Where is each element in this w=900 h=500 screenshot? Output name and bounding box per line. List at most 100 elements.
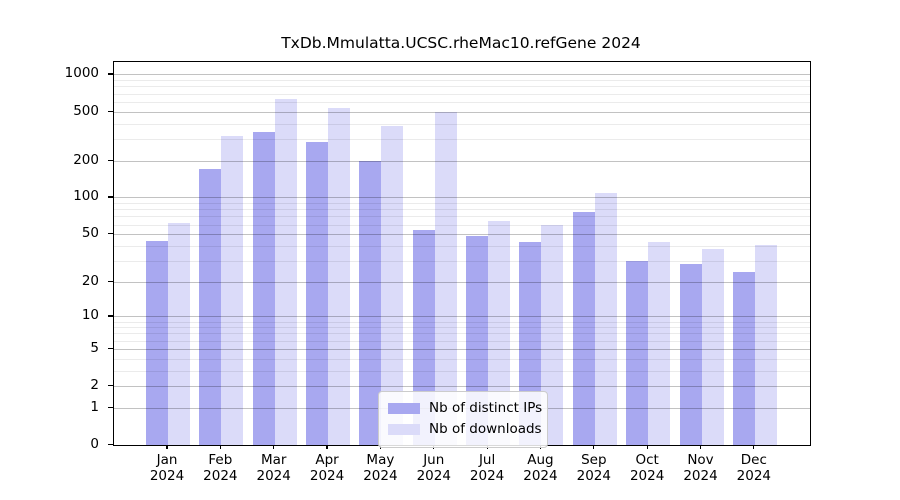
x-tick-mark-feb xyxy=(219,445,221,449)
bar-ips-mar xyxy=(252,132,275,445)
bar-ips-oct xyxy=(626,260,649,445)
x-tick-label-aug: Aug 2024 xyxy=(523,452,558,484)
gridline-500 xyxy=(114,111,810,113)
y-tick-mark xyxy=(108,73,113,75)
y-tick-mark xyxy=(108,347,113,350)
bar-ips-sep xyxy=(572,212,595,445)
gridline-40 xyxy=(114,245,810,247)
x-tick-label-apr: Apr 2024 xyxy=(309,452,345,484)
plot-area: Nb of distinct IPs Nb of downloads xyxy=(113,61,811,448)
x-tick-mark-mar xyxy=(273,445,275,449)
y-tick-label-50: 50 xyxy=(81,225,99,242)
bar-ips-feb xyxy=(199,169,222,445)
grid-layer xyxy=(114,62,810,445)
gridline-300 xyxy=(114,138,810,140)
y-tick-label-100: 100 xyxy=(73,188,99,205)
gridline-2 xyxy=(114,386,810,388)
gridline-4 xyxy=(114,358,810,360)
x-tick-mark-oct xyxy=(646,445,648,449)
y-tick-mark xyxy=(108,315,113,317)
bar-downloads-mar xyxy=(274,99,297,445)
gridline-400 xyxy=(114,123,810,125)
y-tick-label-200: 200 xyxy=(73,151,99,168)
y-tick-label-1000: 1000 xyxy=(64,65,99,82)
gridline-7 xyxy=(114,333,810,335)
gridline-9 xyxy=(114,321,810,323)
y-tick-mark xyxy=(108,280,113,282)
y-tick-mark xyxy=(108,444,113,446)
bar-downloads-aug xyxy=(541,224,564,445)
y-axis-tickmarks xyxy=(108,61,113,446)
gridline-70 xyxy=(114,216,810,218)
bar-downloads-jun xyxy=(434,112,457,445)
gridline-30 xyxy=(114,260,810,262)
legend: Nb of distinct IPs Nb of downloads xyxy=(378,391,548,448)
x-axis: Jan 2024 Feb 2024 Mar 2024 Apr 2024 May 2024… xyxy=(113,445,809,495)
y-tick-mark xyxy=(108,406,113,408)
y-tick-label-2: 2 xyxy=(90,377,99,394)
gridline-100 xyxy=(114,197,810,199)
gridline-700 xyxy=(114,93,810,95)
gridline-8 xyxy=(114,327,810,329)
x-tick-label-jan: Jan 2024 xyxy=(149,452,185,484)
bar-ips-nov xyxy=(679,264,702,445)
y-tick-label-20: 20 xyxy=(81,272,99,289)
x-tick-label-may: May 2024 xyxy=(363,452,398,484)
gridline-3 xyxy=(114,370,810,372)
bar-downloads-jul xyxy=(488,221,511,445)
bar-ips-jan xyxy=(146,240,168,445)
bar-downloads-sep xyxy=(594,193,617,445)
x-tick-label-jun: Jun 2024 xyxy=(416,452,451,484)
y-tick-label-1: 1 xyxy=(90,398,99,415)
legend-item-distinct-ips: Nb of distinct IPs xyxy=(388,398,542,419)
chart-title: TxDb.Mmulatta.UCSC.rheMac10.refGene 2024 xyxy=(281,34,641,52)
bar-downloads-feb xyxy=(221,136,244,445)
gridline-10 xyxy=(114,316,810,318)
x-tick-label-dec: Dec 2024 xyxy=(736,452,772,484)
x-tick-mark-dec xyxy=(753,445,755,449)
legend-item-downloads: Nb of downloads xyxy=(388,419,542,440)
bar-downloads-jan xyxy=(168,222,190,445)
gridline-800 xyxy=(114,86,810,88)
gridline-5 xyxy=(114,348,810,350)
bar-downloads-oct xyxy=(648,242,671,445)
x-tick-mark-sep xyxy=(593,445,595,449)
y-tick-label-10: 10 xyxy=(81,307,99,324)
y-tick-mark xyxy=(108,233,113,235)
gridline-200 xyxy=(114,160,810,162)
gridline-1000 xyxy=(114,74,810,76)
bar-downloads-nov xyxy=(701,248,724,445)
legend-swatch-ips xyxy=(388,403,420,414)
y-axis: 0 1 2 5 10 20 50 100 200 500 1000 xyxy=(0,61,108,452)
y-tick-label-5: 5 xyxy=(90,339,99,356)
bar-downloads-apr xyxy=(328,107,351,445)
gridline-20 xyxy=(114,281,810,283)
bar-ips-apr xyxy=(306,142,329,445)
gridline-60 xyxy=(114,224,810,226)
gridline-600 xyxy=(114,101,810,103)
x-tick-label-nov: Nov 2024 xyxy=(683,452,718,484)
legend-label-ips: Nb of distinct IPs xyxy=(429,400,543,416)
x-tick-label-oct: Oct 2024 xyxy=(629,452,665,484)
bar-ips-may xyxy=(359,161,382,445)
x-tick-mark-apr xyxy=(326,445,328,449)
gridline-90 xyxy=(114,203,810,205)
x-tick-label-jul: Jul 2024 xyxy=(469,452,505,484)
y-tick-mark xyxy=(108,196,113,198)
x-tick-mark-jan xyxy=(166,445,168,449)
gridline-6 xyxy=(114,340,810,342)
gridline-80 xyxy=(114,209,810,211)
gridline-50 xyxy=(114,234,810,236)
x-tick-label-feb: Feb 2024 xyxy=(203,452,238,484)
gridline-900 xyxy=(114,80,810,82)
y-tick-label-500: 500 xyxy=(73,102,99,119)
y-tick-mark xyxy=(108,110,113,112)
x-tick-label-sep: Sep 2024 xyxy=(576,452,611,484)
legend-label-downloads: Nb of downloads xyxy=(429,421,542,437)
y-tick-label-0: 0 xyxy=(90,436,99,452)
bar-downloads-dec xyxy=(754,244,777,445)
y-tick-mark xyxy=(108,159,113,161)
legend-swatch-downloads xyxy=(388,424,420,435)
x-tick-mark-nov xyxy=(699,445,702,449)
